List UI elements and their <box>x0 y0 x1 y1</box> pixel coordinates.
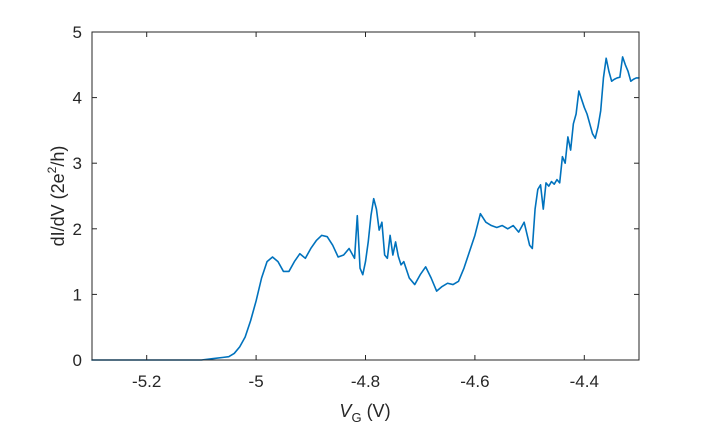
x-tick-label: -4.8 <box>351 372 380 391</box>
y-tick-label: 1 <box>73 285 82 304</box>
y-tick-labels: 0 1 2 3 4 5 <box>73 23 82 370</box>
y-tick-label: 0 <box>73 351 82 370</box>
x-axis-label-sub: G <box>351 410 361 425</box>
y-tick-label: 2 <box>73 220 82 239</box>
series-line-0 <box>91 56 640 361</box>
x-tick-label: -4.6 <box>460 372 489 391</box>
x-tick-label: -5.2 <box>132 372 161 391</box>
x-axis-label-main: V <box>339 401 353 421</box>
y-tick-label: 5 <box>73 23 82 42</box>
y-tick-label: 4 <box>73 89 82 108</box>
x-axis-label: VG (V) <box>339 401 390 425</box>
x-tick-label: -5 <box>249 372 264 391</box>
y-axis-label-end: /h) <box>48 146 68 167</box>
plot-frame <box>91 31 640 361</box>
y-axis-label: dI/dV (2e2/h) <box>45 146 68 247</box>
x-tick-label: -4.4 <box>570 372 599 391</box>
x-axis-label-unit: (V) <box>362 401 391 421</box>
y-tick-label: 3 <box>73 154 82 173</box>
series-layer <box>91 56 640 361</box>
y-axis-label-sup: 2 <box>45 166 59 173</box>
x-tick-labels: -5.2 -5 -4.8 -4.6 -4.4 <box>132 372 599 391</box>
y-axis-label-main: dI/dV (2e <box>48 173 68 246</box>
plot-background <box>92 32 639 360</box>
